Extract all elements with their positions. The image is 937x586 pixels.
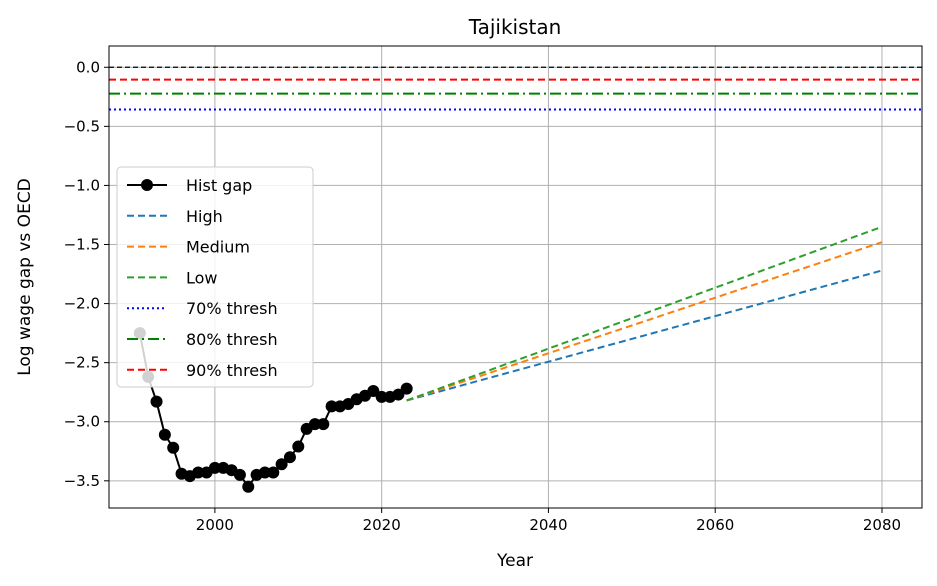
y-tick-label: −2.5 <box>64 354 100 372</box>
legend-label: Low <box>186 268 218 287</box>
hist-gap-point <box>367 385 380 398</box>
axis-ticks: 2000 2020 2040 2060 2080 0.0 −0.5 −1.0 −1.5 −2.0 −… <box>64 58 902 534</box>
legend: Hist gap High Medium Low 70% thresh 80% thres… <box>116 166 314 388</box>
x-tick-label: 2060 <box>696 516 734 534</box>
legend-label: High <box>186 207 223 226</box>
hist-gap-point <box>208 461 221 474</box>
hist-gap-point <box>400 382 413 395</box>
legend-label: 80% thresh <box>186 330 278 349</box>
hist-gap-point <box>325 400 338 413</box>
plot-frame <box>108 45 923 509</box>
projection-line <box>406 225 883 402</box>
legend-box <box>116 166 314 388</box>
hist-gap-point <box>317 418 330 431</box>
hist-gap-point <box>150 395 163 408</box>
hist-gap-point <box>192 466 205 479</box>
x-tick-label: 2020 <box>363 516 401 534</box>
legend-label: 70% thresh <box>186 299 278 318</box>
chart-title: Tajikistan <box>468 15 562 39</box>
hist-gap-point <box>267 466 280 479</box>
y-tick-label: −1.5 <box>64 236 100 254</box>
x-axis-label: Year <box>496 551 533 571</box>
x-tick-label: 2040 <box>529 516 567 534</box>
legend-label: Hist gap <box>186 176 252 195</box>
x-tick-label: 2080 <box>863 516 901 534</box>
hist-gap-point <box>233 468 246 481</box>
hist-gap-point <box>258 466 271 479</box>
hist-gap-point <box>167 441 180 454</box>
legend-marker <box>141 179 153 191</box>
hist-gap-point <box>392 388 405 401</box>
hist-gap-point <box>275 458 288 471</box>
hist-gap-point <box>283 451 296 464</box>
y-axis-label: Log wage gap vs OECD <box>15 178 35 376</box>
y-tick-label: −0.5 <box>64 117 100 135</box>
projection-line <box>406 241 883 402</box>
y-tick-label: 0.0 <box>76 58 100 76</box>
legend-label: Medium <box>186 238 250 257</box>
x-tick-label: 2000 <box>196 516 234 534</box>
legend-label: 90% thresh <box>186 361 278 380</box>
hist-gap-point <box>308 418 321 431</box>
y-tick-label: −1.0 <box>64 176 100 194</box>
hist-gap-point <box>242 480 255 493</box>
y-tick-label: −2.0 <box>64 295 100 313</box>
projection-line <box>406 269 883 402</box>
hist-gap-point <box>292 440 305 453</box>
chart-series <box>109 66 922 493</box>
hist-gap-point <box>158 428 171 441</box>
y-tick-label: −3.0 <box>64 413 100 431</box>
hist-gap-point <box>375 390 388 403</box>
y-tick-label: −3.5 <box>64 472 100 490</box>
